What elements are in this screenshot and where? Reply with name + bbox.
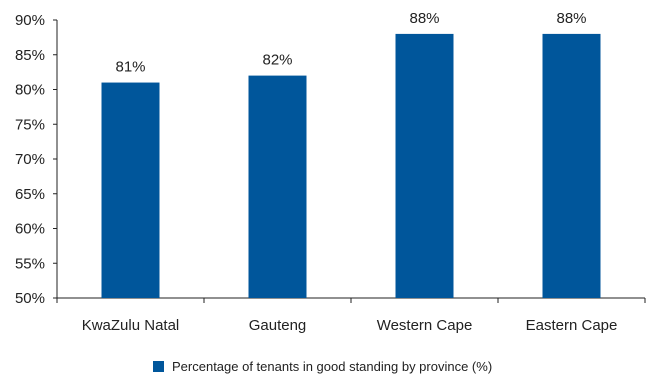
y-tick-label: 65% bbox=[15, 186, 45, 203]
y-tick-label: 75% bbox=[15, 116, 45, 133]
bar-value-label: 81% bbox=[115, 59, 145, 76]
bar-value-label: 88% bbox=[409, 10, 439, 27]
x-category-label: KwaZulu Natal bbox=[82, 317, 180, 334]
y-tick-label: 70% bbox=[15, 151, 45, 168]
y-tick-label: 90% bbox=[15, 12, 45, 29]
x-category-label: Eastern Cape bbox=[526, 317, 618, 334]
legend-swatch bbox=[153, 361, 164, 372]
bar bbox=[542, 33, 601, 299]
legend-label: Percentage of tenants in good standing b… bbox=[172, 359, 492, 374]
bar bbox=[395, 33, 454, 299]
x-axis: KwaZulu Natal Gauteng Western Cape Eastern … bbox=[56, 297, 646, 334]
bar-value-label: 88% bbox=[556, 10, 586, 27]
x-category-label: Gauteng bbox=[249, 317, 307, 334]
y-tick-label: 60% bbox=[15, 221, 45, 238]
bar-value-label: 82% bbox=[262, 52, 292, 69]
y-axis: 50% 55% 60% 65% 70% 75% 80% 85% 90% bbox=[15, 12, 58, 307]
y-tick-label: 85% bbox=[15, 47, 45, 64]
bar bbox=[248, 75, 307, 298]
x-category-label: Western Cape bbox=[377, 317, 473, 334]
bar bbox=[101, 82, 160, 298]
bars: 81% 82% 88% 88% bbox=[101, 10, 601, 299]
y-tick-label: 55% bbox=[15, 255, 45, 272]
legend: Percentage of tenants in good standing b… bbox=[153, 359, 492, 374]
y-tick-label: 50% bbox=[15, 290, 45, 307]
y-tick-label: 80% bbox=[15, 82, 45, 99]
